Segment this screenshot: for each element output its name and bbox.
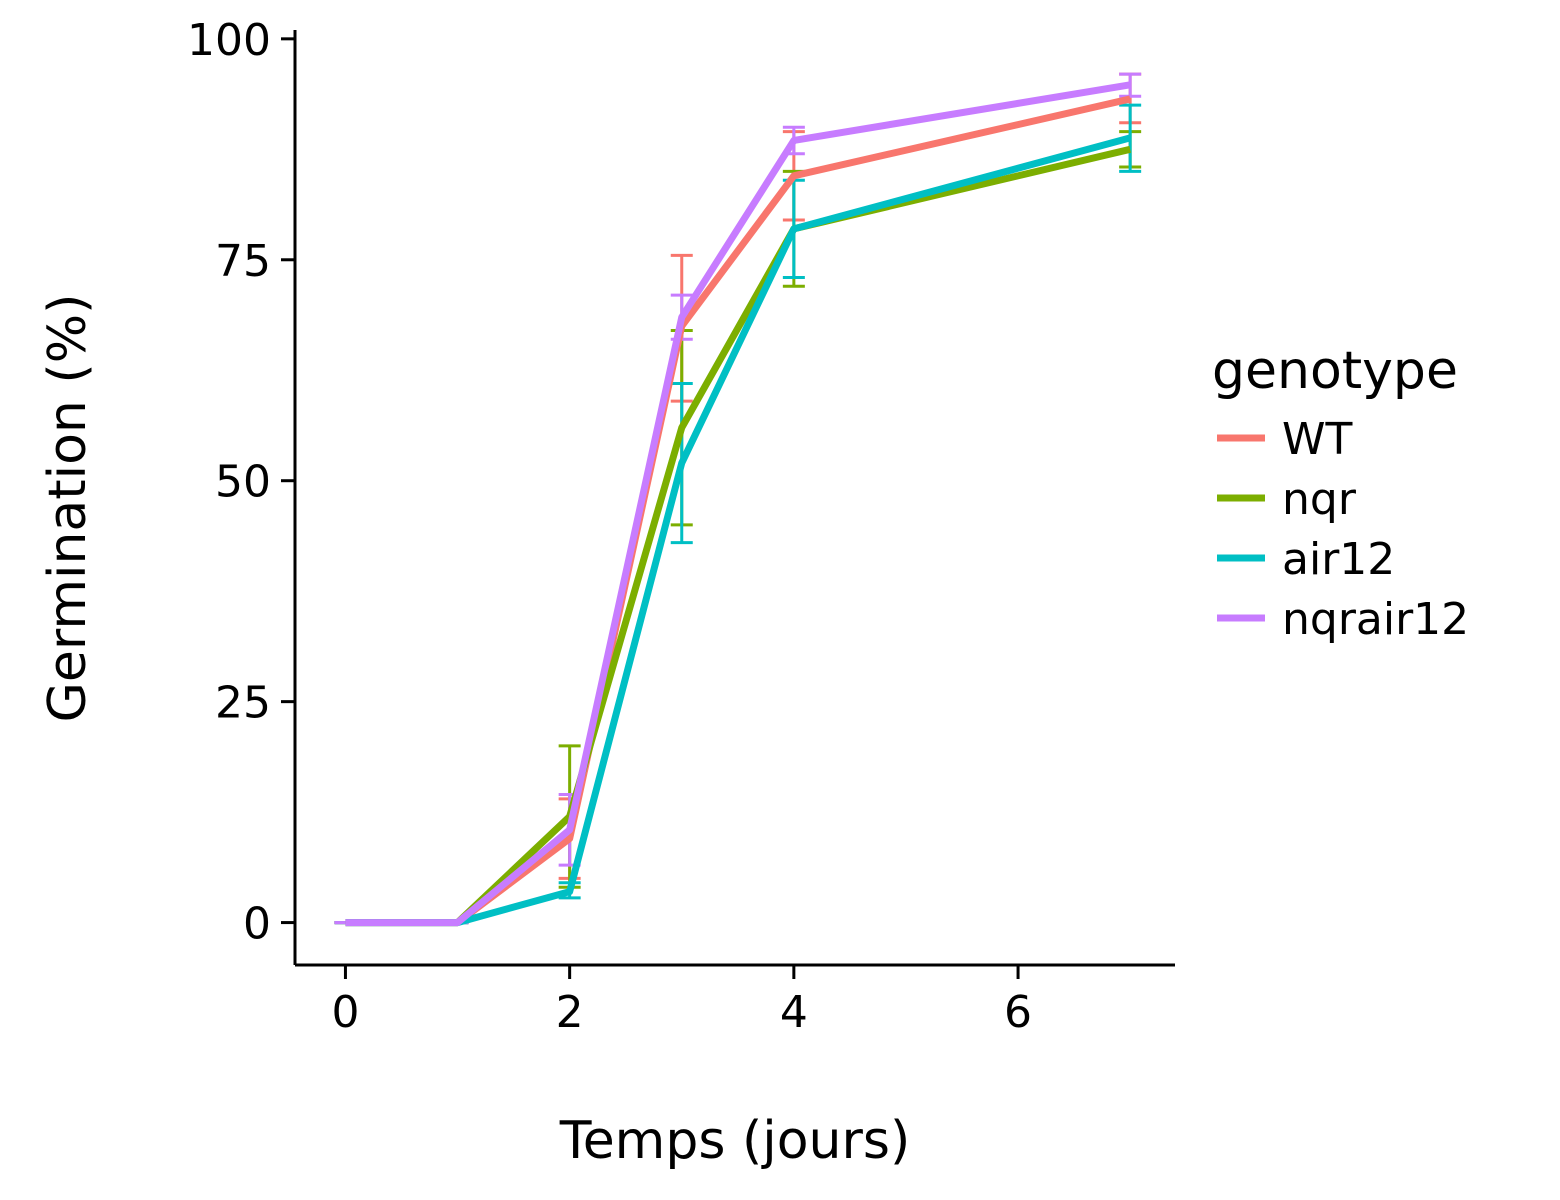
legend-label-air12: air12 bbox=[1282, 534, 1395, 585]
error-bars-WT bbox=[334, 72, 1142, 925]
y-tick-label: 75 bbox=[215, 236, 271, 287]
legend-label-WT: WT bbox=[1282, 414, 1353, 465]
series-line-nqrair12 bbox=[345, 81, 1131, 927]
x-tick-label: 0 bbox=[331, 987, 359, 1038]
legend-label-nqrair12: nqrair12 bbox=[1282, 594, 1469, 645]
series-line-nqr bbox=[345, 145, 1131, 927]
error-bars-nqrair12 bbox=[334, 72, 1142, 925]
x-tick-label: 4 bbox=[780, 987, 808, 1038]
legend-label-nqr: nqr bbox=[1282, 474, 1357, 525]
y-tick-label: 25 bbox=[215, 678, 271, 729]
legend-title: genotype bbox=[1212, 341, 1458, 401]
x-tick-label: 2 bbox=[556, 987, 584, 1038]
y-axis-title: Germination (%) bbox=[38, 294, 98, 723]
y-tick-label: 100 bbox=[187, 15, 271, 66]
x-tick-label: 6 bbox=[1004, 987, 1032, 1038]
y-tick-label: 50 bbox=[215, 457, 271, 508]
y-tick-label: 0 bbox=[243, 899, 271, 950]
axes-layer: 0 25 50 75 100 0 2 4 6 bbox=[187, 15, 1175, 1038]
x-axis-title: Temps (jours) bbox=[559, 1111, 910, 1171]
series-layer bbox=[334, 72, 1142, 927]
